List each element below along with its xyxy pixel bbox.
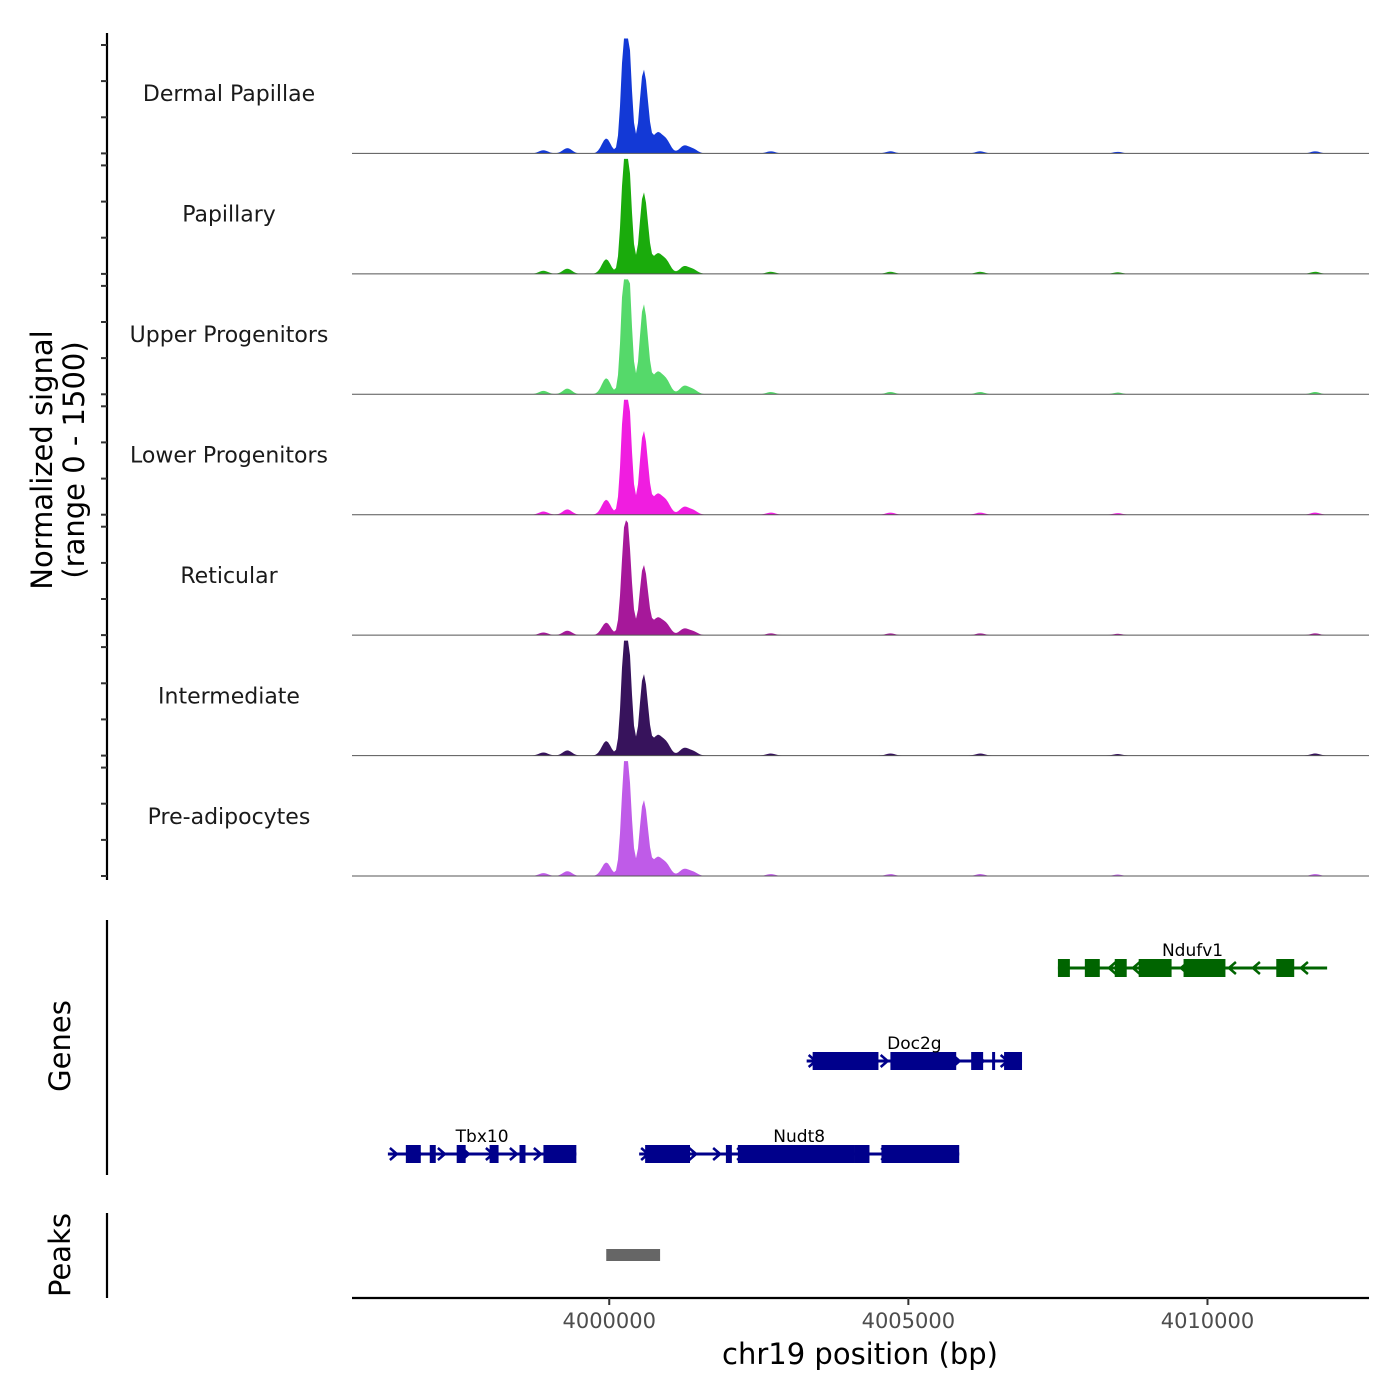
gene-exon — [405, 1145, 421, 1163]
signal-area-dermal-papillae — [352, 38, 1369, 154]
gene-exon — [1004, 1052, 1023, 1070]
gene-exon — [890, 1052, 957, 1070]
x-axis-ticks: 4000000 4005000 4010000 — [562, 1298, 1254, 1333]
gene-label-tbx10: Tbx10 — [455, 1127, 509, 1147]
peak-regions — [606, 1249, 661, 1261]
strand-arrow — [437, 1147, 447, 1161]
gene-exon — [645, 1145, 691, 1163]
gene-exon — [1183, 959, 1226, 977]
gene-exon — [519, 1145, 526, 1163]
signal-y-axis-ticks — [101, 44, 107, 877]
gene-annotations: Ndufv1 Doc2g Tbx10 Nudt8 — [387, 941, 1328, 1163]
gene-exon — [489, 1145, 499, 1163]
x-tick-label: 4005000 — [862, 1309, 956, 1333]
gene-doc2g: Doc2g — [806, 1034, 1023, 1070]
gene-exon — [1138, 959, 1172, 977]
strand-arrow — [712, 1147, 723, 1161]
gene-exon — [992, 1052, 996, 1070]
track-labels: Dermal Papillae Papillary Upper Progenitor… — [130, 82, 329, 830]
strand-arrow — [533, 1147, 543, 1161]
strand-arrow — [1250, 961, 1261, 975]
gene-exon — [429, 1145, 436, 1163]
gene-exon — [737, 1145, 855, 1163]
track-label-reticular: Reticular — [180, 564, 278, 589]
signal-area-intermediate — [352, 640, 1369, 756]
x-axis-title: chr19 position (bp) — [722, 1337, 998, 1371]
y-axis-title-line1: Normalized signal — [25, 330, 59, 589]
signal-area-reticular — [352, 520, 1369, 636]
gene-exon — [971, 1052, 984, 1070]
peaks-panel-title: Peaks — [43, 1213, 77, 1297]
track-label-lower-progenitors: Lower Progenitors — [130, 444, 328, 469]
strand-arrow — [389, 1147, 399, 1161]
strand-arrow — [688, 1147, 699, 1161]
signal-area-papillary — [352, 158, 1369, 274]
strand-arrow — [1130, 961, 1141, 975]
strand-arrow — [1226, 961, 1237, 975]
gene-exon — [812, 1052, 879, 1070]
gene-ndufv1: Ndufv1 — [1057, 941, 1328, 977]
x-tick-label: 4010000 — [1161, 1309, 1255, 1333]
gene-tbx10: Tbx10 — [387, 1127, 577, 1163]
x-tick-label: 4000000 — [562, 1309, 656, 1333]
gene-nudt8: Nudt8 — [639, 1127, 960, 1163]
track-label-intermediate: Intermediate — [158, 684, 300, 709]
strand-arrow — [1106, 961, 1117, 975]
gene-exon — [1057, 959, 1070, 977]
y-axis-title-line2: (range 0 - 1500) — [57, 341, 91, 578]
track-label-upper-progenitors: Upper Progenitors — [130, 323, 329, 348]
genes-panel-title: Genes — [43, 1000, 77, 1092]
gene-exon — [725, 1145, 732, 1163]
gene-label-ndufv1: Ndufv1 — [1162, 941, 1223, 961]
gene-exon — [881, 1145, 960, 1163]
gene-exon — [1114, 959, 1127, 977]
strand-arrow — [879, 1054, 890, 1068]
strand-arrow — [1298, 961, 1309, 975]
gene-label-nudt8: Nudt8 — [773, 1127, 825, 1147]
gene-exon — [456, 1145, 466, 1163]
track-label-pre-adipocytes: Pre-adipocytes — [148, 805, 311, 830]
signal-area-lower-progenitors — [352, 399, 1369, 515]
signal-area-upper-progenitors — [352, 279, 1369, 395]
gene-exon — [854, 1145, 870, 1163]
peak-region — [606, 1249, 661, 1261]
gene-exon — [1084, 959, 1100, 977]
signal-tracks — [352, 38, 1369, 877]
gene-exon — [543, 1145, 577, 1163]
strand-arrow — [509, 1147, 519, 1161]
gene-label-doc2g: Doc2g — [887, 1034, 941, 1054]
gene-exon — [1276, 959, 1295, 977]
track-label-dermal-papillae: Dermal Papillae — [143, 82, 315, 107]
track-label-papillary: Papillary — [182, 203, 276, 228]
signal-area-pre-adipocytes — [352, 761, 1369, 876]
